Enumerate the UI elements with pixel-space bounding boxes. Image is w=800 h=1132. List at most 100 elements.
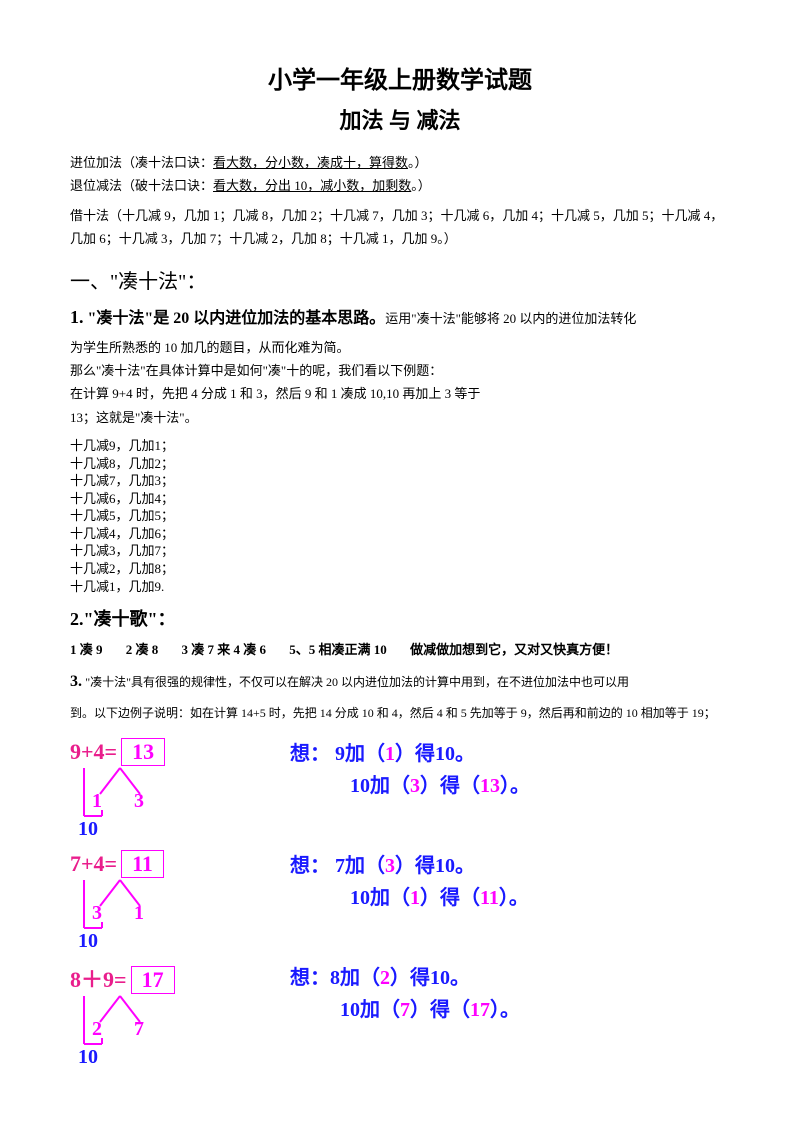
text: ）得10。	[395, 743, 475, 765]
ten: 10	[78, 930, 98, 953]
text: 进位加法（凑十法口诀：	[70, 155, 213, 170]
text: ）得（	[410, 999, 470, 1021]
split-diagram: 1 3 10	[70, 766, 290, 836]
underline-text: 看大数，分出 10，减小数，加剩数	[213, 178, 411, 193]
intro-line-1: 进位加法（凑十法口诀：看大数，分小数，凑成十，算得数。）	[70, 151, 730, 174]
think-line-2: 10加（3）得（13）。	[290, 770, 530, 802]
text: 10加（	[350, 775, 410, 797]
para: 到。以下边例子说明：如在计算 14+5 时，先把 14 分成 10 和 4，然后…	[70, 703, 730, 725]
section-1-sub: 1. "凑十法"是 20 以内进位加法的基本思路。运用"凑十法"能够将 20 以…	[70, 304, 730, 328]
mnemonic-item: 十几减3，几加7；	[70, 542, 730, 560]
operator: ＋	[81, 967, 103, 992]
split-diagram: 2 7 10	[70, 994, 290, 1064]
think-line-1: 想： 9加（1）得10。	[290, 738, 530, 770]
num: 2	[380, 967, 390, 989]
text: ）。	[500, 775, 530, 797]
num: 7	[400, 999, 410, 1021]
example-3: 8＋9=17 2 7 10 想：8加（2）得10。 10加（7）得（1	[70, 962, 730, 1064]
equation: 7+4=11	[70, 850, 290, 878]
num: 11	[480, 887, 499, 909]
text: "凑十法"具有很强的规律性，不仅可以在解决 20 以内进位加法的计算中用到，在不…	[85, 675, 629, 689]
text: "凑十法"是 20 以内进位加法的基本思路。	[88, 310, 386, 327]
num: 17	[470, 999, 490, 1021]
section-2-heading: 2."凑十歌"：	[70, 605, 730, 631]
think-line-2: 10加（1）得（11）。	[290, 882, 529, 914]
split-left: 1	[92, 790, 102, 813]
split-left: 3	[92, 902, 102, 925]
song-part: 3 凑 7 来 4 凑 6	[182, 642, 267, 657]
operand-a: 9	[70, 739, 81, 764]
think-block: 想：8加（2）得10。 10加（7）得（17）。	[290, 962, 520, 1026]
mnemonic-item: 十几减2，几加8；	[70, 560, 730, 578]
text: 10加（	[350, 887, 410, 909]
num: 3	[410, 775, 420, 797]
num: 1	[385, 743, 395, 765]
text: 。）	[411, 178, 431, 193]
text: ）得10。	[390, 967, 470, 989]
text: 。）	[408, 155, 428, 170]
split-diagram: 3 1 10	[70, 878, 290, 948]
num: 1	[410, 887, 420, 909]
text: 运用"凑十法"能够将 20 以内的进位加法转化	[385, 311, 636, 326]
intro-line-2: 退位减法（破十法口诀：看大数，分出 10，减小数，加剩数。）	[70, 174, 730, 197]
mnemonic-item: 十几减7，几加3；	[70, 472, 730, 490]
num: 13	[480, 775, 500, 797]
text: ）得10。	[395, 855, 475, 877]
num: 3	[385, 855, 395, 877]
text: ）。	[499, 887, 529, 909]
para: 13；这就是"凑十法"。	[70, 406, 730, 429]
text: 10加（	[340, 999, 400, 1021]
equation: 9+4=13	[70, 738, 290, 766]
num: 1.	[70, 307, 84, 327]
think-line-1: 想：8加（2）得10。	[290, 962, 520, 994]
mnemonic-item: 十几减9，几加1；	[70, 437, 730, 455]
operator: +	[81, 851, 94, 876]
equals: =	[114, 967, 127, 992]
ten: 10	[78, 1046, 98, 1069]
example-2: 7+4=11 3 1 10 想： 7加（3）得10。 10加（1）得	[70, 850, 730, 948]
split-right: 7	[134, 1018, 144, 1041]
split-right: 1	[134, 902, 144, 925]
operand-a: 8	[70, 967, 81, 992]
mnemonic-item: 十几减1，几加9.	[70, 578, 730, 596]
equation-block: 7+4=11 3 1 10	[70, 850, 290, 948]
page-title: 小学一年级上册数学试题	[70, 60, 730, 95]
think-line-1: 想： 7加（3）得10。	[290, 850, 529, 882]
think-line-2: 10加（7）得（17）。	[290, 994, 520, 1026]
section-3: 3. "凑十法"具有很强的规律性，不仅可以在解决 20 以内进位加法的计算中用到…	[70, 668, 730, 697]
document-page: 小学一年级上册数学试题 加法 与 减法 进位加法（凑十法口诀：看大数，分小数，凑…	[0, 0, 800, 1110]
example-1: 9+4=13 1 3 10 想： 9加（1）得10。 10加（3）得	[70, 738, 730, 836]
song-part: 1 凑 9	[70, 642, 103, 657]
operand-b: 9	[103, 967, 114, 992]
result-box: 11	[121, 850, 164, 878]
ten: 10	[78, 818, 98, 841]
text: ）得（	[420, 775, 480, 797]
equals: =	[105, 739, 118, 764]
operator: +	[81, 739, 94, 764]
section-1-heading: 一、"凑十法"：	[70, 265, 730, 294]
mnemonic-item: 十几减5，几加5；	[70, 507, 730, 525]
equation-block: 9+4=13 1 3 10	[70, 738, 290, 836]
para: 在计算 9+4 时，先把 4 分成 1 和 3，然后 9 和 1 凑成 10,1…	[70, 382, 730, 405]
text: ）得（	[420, 887, 480, 909]
text: 想： 7加（	[290, 855, 385, 877]
text: 退位减法（破十法口诀：	[70, 178, 213, 193]
equation-block: 8＋9=17 2 7 10	[70, 962, 290, 1064]
mnemonic-list: 十几减9，几加1； 十几减8，几加2； 十几减7，几加3； 十几减6，几加4； …	[70, 437, 730, 595]
song-line: 1 凑 9 2 凑 8 3 凑 7 来 4 凑 6 5、5 相凑正满 10 做减…	[70, 639, 730, 658]
operand-a: 7	[70, 851, 81, 876]
split-right: 3	[134, 790, 144, 813]
song-part: 5、5 相凑正满 10	[289, 642, 387, 657]
text: 想： 9加（	[290, 743, 385, 765]
split-left: 2	[92, 1018, 102, 1041]
song-part: 2 凑 8	[126, 642, 159, 657]
result-box: 17	[131, 966, 175, 994]
equals: =	[105, 851, 118, 876]
think-block: 想： 7加（3）得10。 10加（1）得（11）。	[290, 850, 529, 914]
page-subtitle: 加法 与 减法	[70, 103, 730, 135]
para: 那么"凑十法"在具体计算中是如何"凑"十的呢，我们看以下例题：	[70, 359, 730, 382]
operand-b: 4	[94, 739, 105, 764]
num: 3.	[70, 673, 82, 690]
text: ）。	[490, 999, 520, 1021]
para: 为学生所熟悉的 10 加几的题目，从而化难为简。	[70, 336, 730, 359]
